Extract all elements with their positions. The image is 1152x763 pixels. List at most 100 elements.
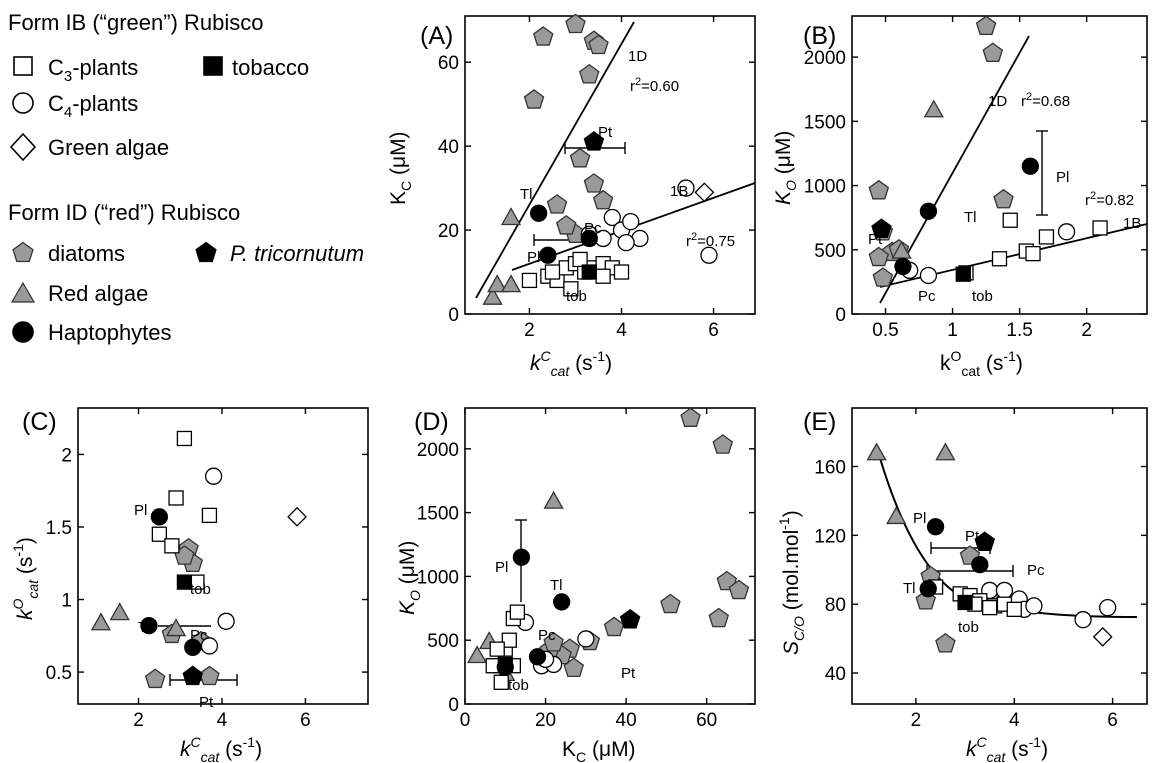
panel-b-r2-1b: r2=0.82 xyxy=(1085,190,1134,209)
legend-label-p-tricornutum: P. tricornutum xyxy=(230,241,364,266)
panel-c-kocat-vs-kccat: 2 4 60.511.52 (C) kCcat (s-1) kOcat (s-1) … xyxy=(10,407,369,763)
panel-b-point-c3-plants xyxy=(1025,245,1041,262)
panel-e-point-diatoms xyxy=(935,633,956,653)
panel-d-point-diatoms xyxy=(660,593,681,614)
panel-a-y-tick-label: 0 xyxy=(448,305,459,326)
panel-d-point-c3-plants xyxy=(493,674,509,690)
panel-e-point-tobacco xyxy=(957,594,973,611)
panel-b-x-tick-label: 2 xyxy=(1081,320,1092,341)
panel-c-point-c3-plants xyxy=(168,490,184,506)
panel-b-fit-label-1d: 1D xyxy=(988,93,1007,110)
panel-b-frame xyxy=(851,15,1148,315)
panel-a-frame xyxy=(464,15,756,315)
panel-b-ylabel: KO (μM) xyxy=(772,131,799,205)
panel-b-y-tick-label: 0 xyxy=(835,305,846,326)
panel-b-annot-pl: Pl xyxy=(1056,169,1069,186)
panel-e-annot-tob: tob xyxy=(958,619,979,636)
panel-a-annot-tl: Tl xyxy=(520,186,533,203)
panel-d-annot-tob: tob xyxy=(508,677,529,694)
panel-d-point-haptophytes xyxy=(553,593,571,611)
legend-label-tobacco: tobacco xyxy=(232,55,309,80)
panel-b-points xyxy=(868,15,1108,287)
panel-e-annot-pl: Pl xyxy=(913,510,926,527)
panel-d-point-c3-plants xyxy=(509,604,526,620)
panel-d-point-red-algae xyxy=(466,645,488,664)
panel-e-point-c4-plants xyxy=(1074,611,1092,629)
panel-b-lines xyxy=(879,35,1148,304)
panel-b-x-tick-label: 0.5 xyxy=(872,320,898,341)
panel-d-y-tick-label: 2000 xyxy=(417,440,459,461)
panel-b-y-tick-label: 2000 xyxy=(804,48,846,69)
legend-label-haptophytes: Haptophytes xyxy=(48,320,172,345)
panel-d-x-tick-label: 20 xyxy=(535,710,556,731)
panel-c-xlabel: kCcat (s-1) xyxy=(180,734,262,763)
panel-e-annot-tl: Tl xyxy=(903,580,916,597)
panel-a-point-c3-plants xyxy=(521,272,538,289)
c4-plants-legend-marker xyxy=(12,92,34,114)
panel-d-point-diatoms xyxy=(712,434,733,454)
panel-e-x-tick-label: 4 xyxy=(1009,710,1020,731)
panel-a-points xyxy=(482,13,718,305)
panel-e-ylabel: SC/O (mol.mol-1) xyxy=(776,510,807,655)
panel-d-xlabel: KC (μM) xyxy=(562,738,636,763)
panel-d-y-tick-label: 0 xyxy=(448,695,459,716)
panel-d-point-haptophytes xyxy=(512,548,531,566)
panel-b-point-diatoms xyxy=(975,15,997,36)
panel-b-point-diatoms xyxy=(872,267,893,287)
panel-a-point-c3-plants xyxy=(613,264,630,280)
panel-c-annot-pt: Pt xyxy=(199,694,214,711)
panel-e-point-c4-plants xyxy=(1099,598,1117,617)
panel-e-label: (E) xyxy=(803,408,836,436)
panel-d-annot-pc: Pc xyxy=(538,627,556,644)
panel-a-point-c3-plants xyxy=(572,251,588,268)
panel-a-fit-line-1d xyxy=(475,21,635,299)
panel-c-point-red-algae xyxy=(90,612,112,631)
panel-b-xlabel: kOcat (s-1) xyxy=(940,348,1023,379)
panel-a-x-tick-label: 2 xyxy=(524,320,535,341)
panel-e-annot-pt: Pt xyxy=(965,528,980,545)
panel-a-y-tick-label: 40 xyxy=(438,137,459,158)
panel-a-point-c3-plants xyxy=(563,281,579,297)
panel-d-point-haptophytes xyxy=(528,648,547,666)
panel-c-annot-pl: Pl xyxy=(134,502,147,519)
panel-b-point-diatoms xyxy=(982,42,1003,62)
panel-a-r2-1d: r2=0.60 xyxy=(630,76,679,95)
panel-a-x-tick-label: 6 xyxy=(708,320,719,341)
panel-b-ticks: 0.5 1 1.5 2 0 500 1000 1500 2000 xyxy=(804,16,1147,341)
panel-a-point-diatoms xyxy=(592,190,614,210)
panel-b-annot-pc: Pc xyxy=(918,288,936,305)
panel-d-point-diatoms xyxy=(680,407,701,427)
panel-a-xlabel: kCcat (s-1) xyxy=(530,348,612,379)
panel-d-y-tick-label: 500 xyxy=(427,631,459,652)
panel-a-annot-tob: tob xyxy=(566,288,587,305)
panel-d-ylabel: KO (μM) xyxy=(396,541,423,615)
panel-a-point-red-algae xyxy=(500,274,522,293)
panel-b-point-c3-plants xyxy=(1038,229,1055,245)
panel-a-point-haptophytes xyxy=(580,229,598,248)
panel-c-point-haptophytes xyxy=(184,638,202,657)
panel-e-points xyxy=(866,442,1117,653)
panel-a-point-haptophytes xyxy=(539,246,557,264)
panel-a-point-diatoms xyxy=(523,89,545,109)
panel-a-point-diatoms xyxy=(565,13,586,34)
p-tricornutum-legend-marker xyxy=(195,241,217,263)
panel-d-annot-pt: Pt xyxy=(621,665,636,682)
panel-e-point-c3-plants xyxy=(982,599,998,616)
panel-b-point-haptophytes xyxy=(894,257,912,276)
panel-c-point-diatoms xyxy=(199,665,220,686)
panel-b-fit-label-1b: 1B xyxy=(1123,215,1141,232)
panel-c-point-haptophytes xyxy=(150,508,169,526)
panel-a-point-diatoms xyxy=(579,64,600,84)
panel-a-fit-label-1d: 1D xyxy=(628,48,647,65)
panel-d-label: (D) xyxy=(414,408,449,436)
tobacco-legend-marker xyxy=(203,56,223,76)
panel-e-x-tick-label: 6 xyxy=(1107,710,1118,731)
panel-d-x-tick-label: 0 xyxy=(460,710,471,731)
panel-c-point-c3-plants xyxy=(164,538,180,554)
panel-d-point-diatoms xyxy=(603,616,625,637)
panel-a-point-red-algae xyxy=(482,286,503,305)
panel-b-annot-tob: tob xyxy=(972,288,993,305)
panel-b-point-haptophytes xyxy=(1021,157,1039,175)
panel-b-x-tick-label: 1.5 xyxy=(1006,320,1032,341)
